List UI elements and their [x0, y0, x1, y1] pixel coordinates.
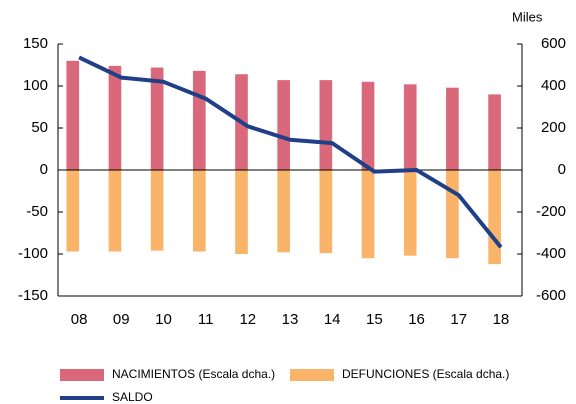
bar [319, 80, 333, 170]
y2-unit-label: Miles [512, 9, 543, 24]
legend-swatch [290, 369, 334, 381]
bar [488, 94, 501, 170]
bar [108, 65, 122, 170]
bar [66, 60, 80, 170]
bar [319, 170, 333, 254]
legend-label: DEFUNCIONES (Escala dcha.) [342, 367, 509, 381]
y2-tick-label: -200 [536, 203, 566, 220]
bar [446, 170, 459, 259]
y-tick-label: 0 [40, 161, 48, 178]
bar [150, 67, 164, 170]
y2-tick-label: -600 [536, 287, 566, 304]
bar [446, 87, 459, 170]
y2-tick-label: 0 [558, 161, 566, 178]
x-tick-label: 09 [113, 311, 130, 328]
bar [361, 170, 375, 259]
legend-label: SALDO [112, 390, 153, 404]
bar [150, 170, 164, 251]
x-tick-label: 13 [282, 311, 299, 328]
bar [277, 80, 290, 170]
y-tick-label: 100 [23, 77, 48, 94]
y2-tick-label: 600 [541, 35, 566, 52]
y-tick-label: -100 [18, 245, 48, 262]
legend-swatch [60, 369, 104, 381]
bar [488, 170, 501, 265]
y-tick-label: -50 [26, 203, 48, 220]
x-tick-label: 18 [493, 311, 510, 328]
bar [277, 170, 290, 253]
bar [235, 170, 248, 254]
x-tick-label: 12 [239, 311, 256, 328]
x-tick-label: 11 [198, 311, 214, 328]
x-tick-label: 17 [450, 311, 467, 328]
bar [66, 170, 80, 252]
bar [361, 81, 375, 170]
bar [192, 70, 206, 170]
bar [192, 170, 206, 252]
y2-tick-label: 400 [541, 77, 566, 94]
y-tick-label: 150 [23, 35, 48, 52]
y-tick-label: 50 [31, 119, 48, 136]
y2-tick-label: -400 [536, 245, 566, 262]
y-tick-label: -150 [18, 287, 48, 304]
x-tick-label: 10 [155, 311, 172, 328]
x-tick-label: 15 [366, 311, 383, 328]
y2-tick-label: 200 [541, 119, 566, 136]
bar [108, 170, 122, 252]
x-tick-label: 14 [324, 311, 341, 328]
x-tick-label: 08 [71, 311, 88, 328]
x-tick-label: 16 [408, 311, 425, 328]
bar [403, 170, 417, 256]
line [78, 55, 503, 249]
legend-label: NACIMIENTOS (Escala dcha.) [112, 367, 275, 381]
bar [403, 84, 417, 170]
